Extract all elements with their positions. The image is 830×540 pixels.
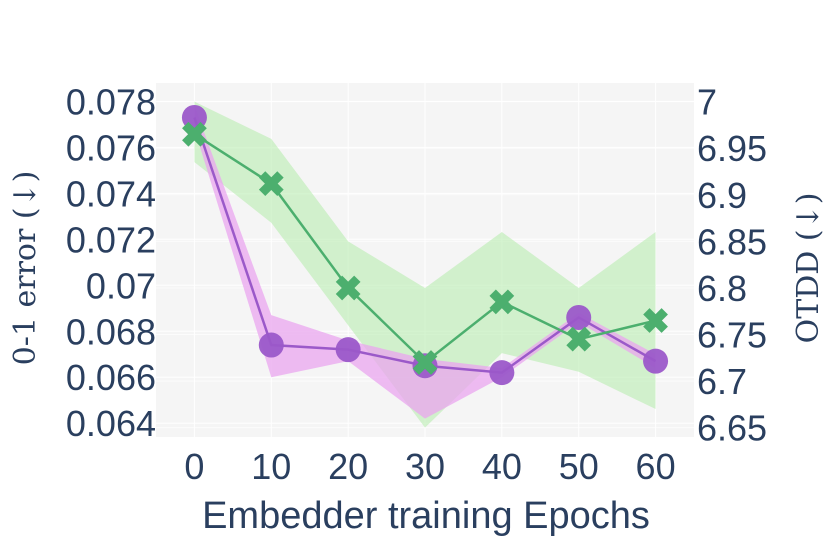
x-axis-title: Embedder training Epochs: [202, 495, 650, 537]
x-tick-labels: 0 10 20 30 40 50 60: [184, 446, 675, 487]
otdd-point: [412, 350, 438, 375]
y-right-tick-label: 6.7: [697, 361, 747, 402]
otdd-point: [566, 326, 592, 352]
y-left-tick-label: 0.068: [66, 311, 156, 352]
y-right-tick-label: 6.65: [697, 408, 767, 449]
otdd-point-bar-v: [258, 171, 284, 196]
y-left-tick-label: 0.064: [66, 403, 156, 444]
y-right-axis-title: OTDD (↓): [791, 193, 826, 344]
otdd-point: [335, 275, 361, 301]
error-point: [489, 360, 515, 386]
y-left-tick-label: 0.066: [66, 357, 156, 398]
y-right-tick-label: 6.95: [697, 128, 767, 169]
x-tick-label: 40: [482, 446, 522, 487]
otdd-point-bar-v: [182, 121, 207, 147]
x-tick-label: 30: [405, 446, 445, 487]
otdd-point: [182, 121, 207, 147]
y-left-tick-label: 0.076: [66, 127, 156, 168]
x-tick-label: 60: [636, 446, 676, 487]
y-right-tick-label: 6.9: [697, 175, 747, 216]
x-tick-label: 0: [184, 446, 204, 487]
x-tick-label: 20: [328, 446, 368, 487]
y-right-tick-label: 6.8: [697, 268, 747, 309]
otdd-point: [258, 171, 284, 196]
otdd-point-bar-v: [643, 308, 668, 333]
y-left-tick-label: 0.072: [66, 219, 156, 260]
error-point: [643, 348, 669, 374]
y-right-tick-labels: 6.65 6.7 6.75 6.8 6.85 6.9 6.95 7: [697, 82, 767, 449]
otdd-point-bar-v: [335, 275, 361, 301]
y-left-tick-label: 0.074: [66, 173, 156, 214]
y-left-axis-title: 0-1 error (↓): [8, 171, 43, 366]
y-left-tick-label: 0.07: [86, 265, 156, 306]
y-right-tick-label: 6.85: [697, 221, 767, 262]
otdd-point-bar-v: [489, 289, 515, 315]
y-left-tick-labels: 0.064 0.066 0.068 0.07 0.072 0.074 0.076 0.078: [66, 81, 156, 444]
x-tick-label: 50: [559, 446, 599, 487]
error-point: [566, 304, 592, 330]
y-left-tick-label: 0.078: [66, 81, 156, 122]
error-point: [335, 337, 361, 363]
y-right-tick-label: 6.75: [697, 315, 767, 356]
otdd-point-bar-v: [566, 326, 592, 352]
otdd-point-bar-v: [412, 350, 438, 375]
x-tick-label: 10: [251, 446, 291, 487]
otdd-point: [489, 289, 515, 315]
otdd-point: [643, 308, 668, 333]
error-band: [194, 105, 656, 419]
series-markers: [181, 104, 669, 386]
y-right-tick-label: 7: [697, 82, 717, 123]
error-point: [258, 332, 284, 358]
